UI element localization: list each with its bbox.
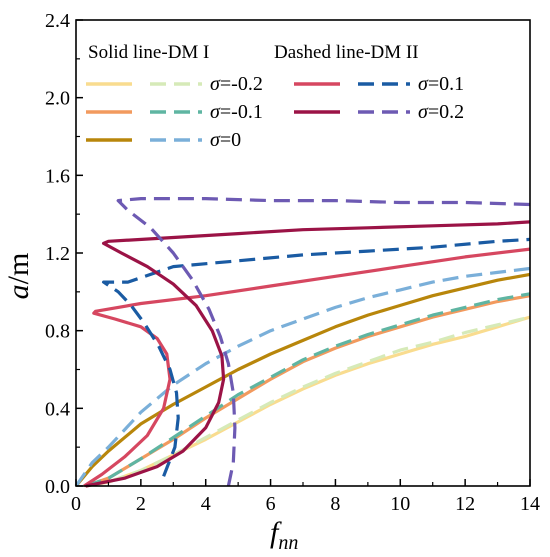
y-tick-label: 1.6 bbox=[45, 165, 70, 187]
legend-label: σ=0.1 bbox=[418, 73, 464, 95]
legend-label: σ=-0.2 bbox=[210, 73, 263, 95]
axis-tick-labels: 0 2 4 6 8 10 12 14 0.0 0.4 0.8 1.2 1.6 2.0 2.4 bbox=[45, 10, 540, 515]
series-line-sigma-0p1-dashed bbox=[102, 237, 531, 477]
y-tick-label: 0.8 bbox=[45, 321, 70, 343]
legend-label: σ=0 bbox=[210, 129, 241, 151]
legend-label: σ=-0.1 bbox=[210, 101, 263, 123]
y-tick-label: 2.0 bbox=[45, 88, 70, 110]
legend-label: σ=0.2 bbox=[418, 101, 464, 123]
series-line-sigma-0-solid bbox=[74, 272, 531, 488]
x-tick-label: 4 bbox=[201, 493, 211, 515]
y-axis-label: a/m bbox=[2, 253, 35, 300]
legend-header-solid: Solid line-DM I bbox=[88, 42, 209, 63]
y-tick-label: 0.4 bbox=[45, 398, 70, 420]
series-line-sigma-0p1-solid bbox=[83, 247, 531, 488]
series-line-sigma-neg0p1-dashed bbox=[85, 292, 531, 488]
y-tick-label: 1.2 bbox=[45, 243, 70, 265]
series-line-sigma-neg0p2-solid bbox=[85, 315, 531, 488]
series-line-sigma-neg0p1-solid bbox=[85, 294, 531, 488]
series-line-sigma-0p2-solid bbox=[85, 220, 531, 488]
series-line-sigma-0-dashed bbox=[74, 266, 531, 487]
x-tick-label: 10 bbox=[390, 493, 410, 515]
legend-header-dashed: Dashed line-DM II bbox=[274, 42, 419, 63]
x-tick-label: 0 bbox=[71, 493, 81, 515]
series-line-sigma-0p2-dashed bbox=[116, 197, 531, 487]
x-axis-label: fnn bbox=[270, 516, 298, 554]
y-tick-label: 2.4 bbox=[45, 10, 70, 32]
x-tick-label: 8 bbox=[330, 493, 340, 515]
x-tick-label: 6 bbox=[266, 493, 276, 515]
legend: Solid line-DM I Dashed line-DM II σ=-0.2… bbox=[86, 42, 464, 151]
x-tick-label: 14 bbox=[520, 493, 540, 515]
x-tick-label: 12 bbox=[455, 493, 475, 515]
series-line-sigma-neg0p2-dashed bbox=[85, 315, 531, 488]
series-lines bbox=[74, 197, 531, 488]
y-tick-label: 0.0 bbox=[45, 476, 70, 498]
axis-ticks bbox=[75, 19, 531, 487]
x-tick-label: 2 bbox=[136, 493, 146, 515]
